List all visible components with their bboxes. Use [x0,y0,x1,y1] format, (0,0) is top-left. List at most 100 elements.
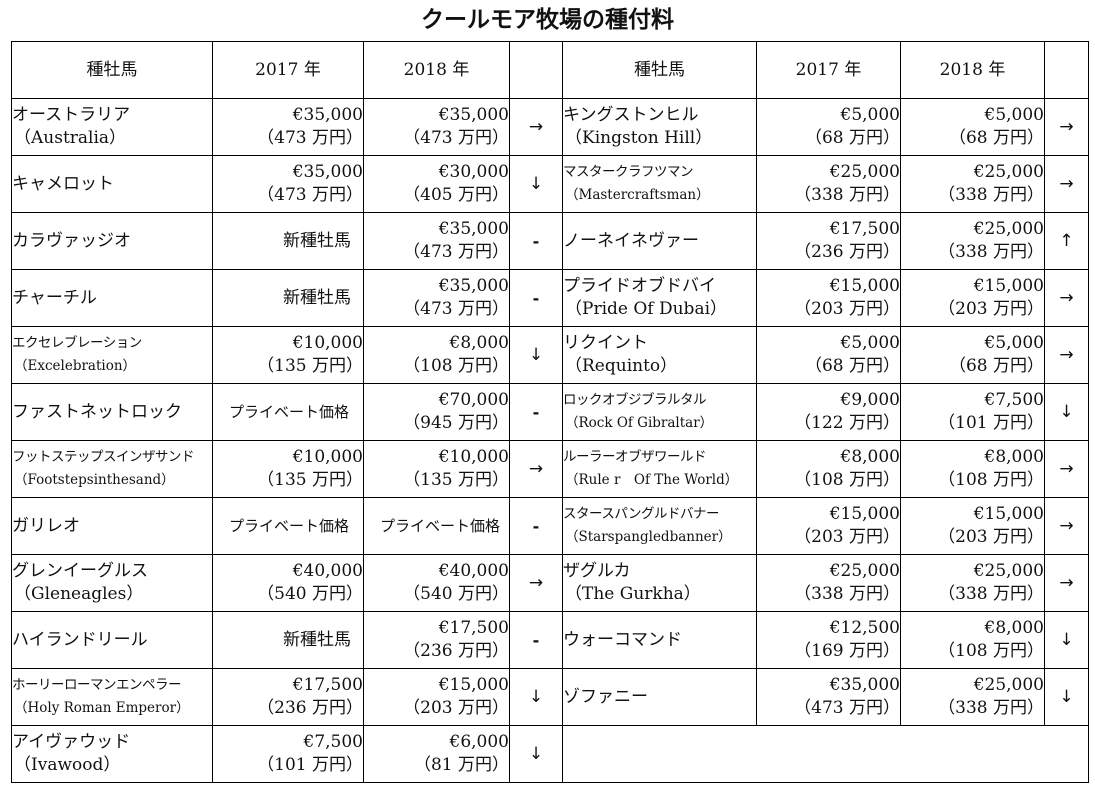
dash-icon: - [509,269,563,327]
arrow-right-icon: → [1044,155,1089,213]
fee-euro: €8,000 [840,447,900,467]
fee-2018: €17,500 （236 万円） [363,611,510,669]
stallion-name-en: （Gleneagles） [14,584,144,604]
fee-2018: €70,000 （945 万円） [363,383,510,441]
fee-yen: （338 万円） [938,242,1044,262]
fee-euro: €5,000 [840,105,900,125]
arrow-right-icon: → [509,440,563,498]
fee-euro: プライベート価格 [229,516,350,535]
stallion-name-jp: オーストラリア [12,105,131,125]
header-2018-left: 2018 年 [363,41,510,99]
stallion-name: アイヴァウッド （Ivawood） [11,725,213,783]
fee-euro: €25,000 [829,162,900,182]
fee-yen: （236 万円） [257,698,363,718]
fee-2018: €35,000 （473 万円） [363,269,510,327]
fee-euro: €35,000 [292,162,363,182]
fee-euro: €10,000 [438,447,509,467]
fee-euro: €15,000 [973,276,1044,296]
header-stallion-right: 種牡馬 [562,41,757,99]
fee-euro: €40,000 [438,561,509,581]
stallion-name-jp: ホーリーローマンエンペラー [12,677,182,693]
fee-2017: €35,000 （473 万円） [212,155,364,213]
fee-2017: €35,000 （473 万円） [756,668,901,726]
fee-yen: （68 万円） [804,128,900,148]
table-row: カラヴァッジオ 新種牡馬 €35,000 （473 万円） - ノーネイネヴァー €17,5… [11,212,1089,270]
arrow-down-icon: ↓ [509,725,563,783]
stallion-name-jp: チャーチル [12,287,97,308]
fee-2017: 新種牡馬 [212,611,364,669]
stallion-name: ロックオブジブラルタル （Rock Of Gibraltar） [562,383,757,441]
stallion-name-jp: エクセレブレーション [12,335,143,351]
stallion-name: キングストンヒル （Kingston Hill） [562,98,757,156]
stallion-name: ゾファニー [562,668,757,726]
stallion-name: ホーリーローマンエンペラー （Holy Roman Emperor） [11,668,213,726]
fee-yen: （473 万円） [257,185,363,205]
fee-2018: €8,000 （108 万円） [900,611,1045,669]
fee-yen: （540 万円） [403,584,509,604]
fee-euro: €35,000 [292,105,363,125]
arrow-down-icon: ↓ [509,668,563,726]
fee-2018: €35,000 （473 万円） [363,212,510,270]
fee-yen: （473 万円） [403,242,509,262]
arrow-down-icon: ↓ [1044,668,1089,726]
fee-yen: （203 万円） [938,299,1044,319]
stallion-name: ウォーコマンド [562,611,757,669]
fee-euro: €35,000 [829,675,900,695]
arrow-right-icon: → [509,554,563,612]
fee-euro: €15,000 [438,675,509,695]
fee-yen: （122 万円） [794,413,900,433]
fee-euro: 新種牡馬 [283,230,351,251]
fee-euro: €35,000 [438,105,509,125]
fee-euro: €12,500 [829,618,900,638]
fee-2018: €5,000 （68 万円） [900,98,1045,156]
stallion-name-en: （Pride Of Dubai） [565,299,728,319]
fee-yen: （473 万円） [257,128,363,148]
fee-yen: （108 万円） [938,641,1044,661]
arrow-down-icon: ↓ [1044,383,1089,441]
fee-2017: 新種牡馬 [212,212,364,270]
fee-euro: 新種牡馬 [283,629,351,650]
table-row: アイヴァウッド （Ivawood） €7,500 （101 万円） €6,000 （81 … [11,725,1089,783]
stallion-name-jp: ファストネットロック [12,401,183,422]
fee-yen: （405 万円） [403,185,509,205]
fee-yen: （540 万円） [257,584,363,604]
dash-icon: - [509,383,563,441]
stallion-name-en: （Requinto） [565,356,678,376]
fee-2018: €5,000 （68 万円） [900,326,1045,384]
empty-cell [562,725,1089,783]
dash-icon: - [509,497,563,555]
stallion-name-jp: カラヴァッジオ [12,230,132,251]
fee-2017: プライベート価格 [212,497,364,555]
fee-euro: €8,000 [984,447,1044,467]
fee-euro: €35,000 [438,219,509,239]
page-title: クールモア牧場の種付料 [421,7,674,33]
fee-2017: €5,000 （68 万円） [756,326,901,384]
fee-yen: （108 万円） [403,356,509,376]
fee-2018: プライベート価格 [363,497,510,555]
fee-yen: （473 万円） [403,299,509,319]
fee-2018: €7,500 （101 万円） [900,383,1045,441]
stallion-name: ハイランドリール [11,611,213,669]
fee-2017: €25,000 （338 万円） [756,554,901,612]
table-row: グレンイーグルス （Gleneagles） €40,000 （540 万円） €40,0… [11,554,1089,612]
fee-2017: €10,000 （135 万円） [212,326,364,384]
fee-yen: （203 万円） [403,698,509,718]
fee-2017: €5,000 （68 万円） [756,98,901,156]
fee-2017: €8,000 （108 万円） [756,440,901,498]
fee-euro: €5,000 [984,105,1044,125]
fee-euro: €8,000 [984,618,1044,638]
header-stallion-left: 種牡馬 [11,41,213,99]
fee-yen: （68 万円） [804,356,900,376]
stallion-name: ザグルカ （The Gurkha） [562,554,757,612]
stallion-name: カラヴァッジオ [11,212,213,270]
stallion-name-jp: グレンイーグルス [12,561,149,581]
fee-2017: プライベート価格 [212,383,364,441]
fee-yen: （203 万円） [794,299,900,319]
stallion-name-jp: ザグルカ [563,561,631,581]
fee-2018: €15,000 （203 万円） [900,269,1045,327]
fee-euro: プライベート価格 [380,516,501,535]
fee-2017: €15,000 （203 万円） [756,497,901,555]
fee-2018: €35,000 （473 万円） [363,98,510,156]
fee-euro: €7,500 [984,390,1044,410]
fee-euro: €17,500 [829,219,900,239]
